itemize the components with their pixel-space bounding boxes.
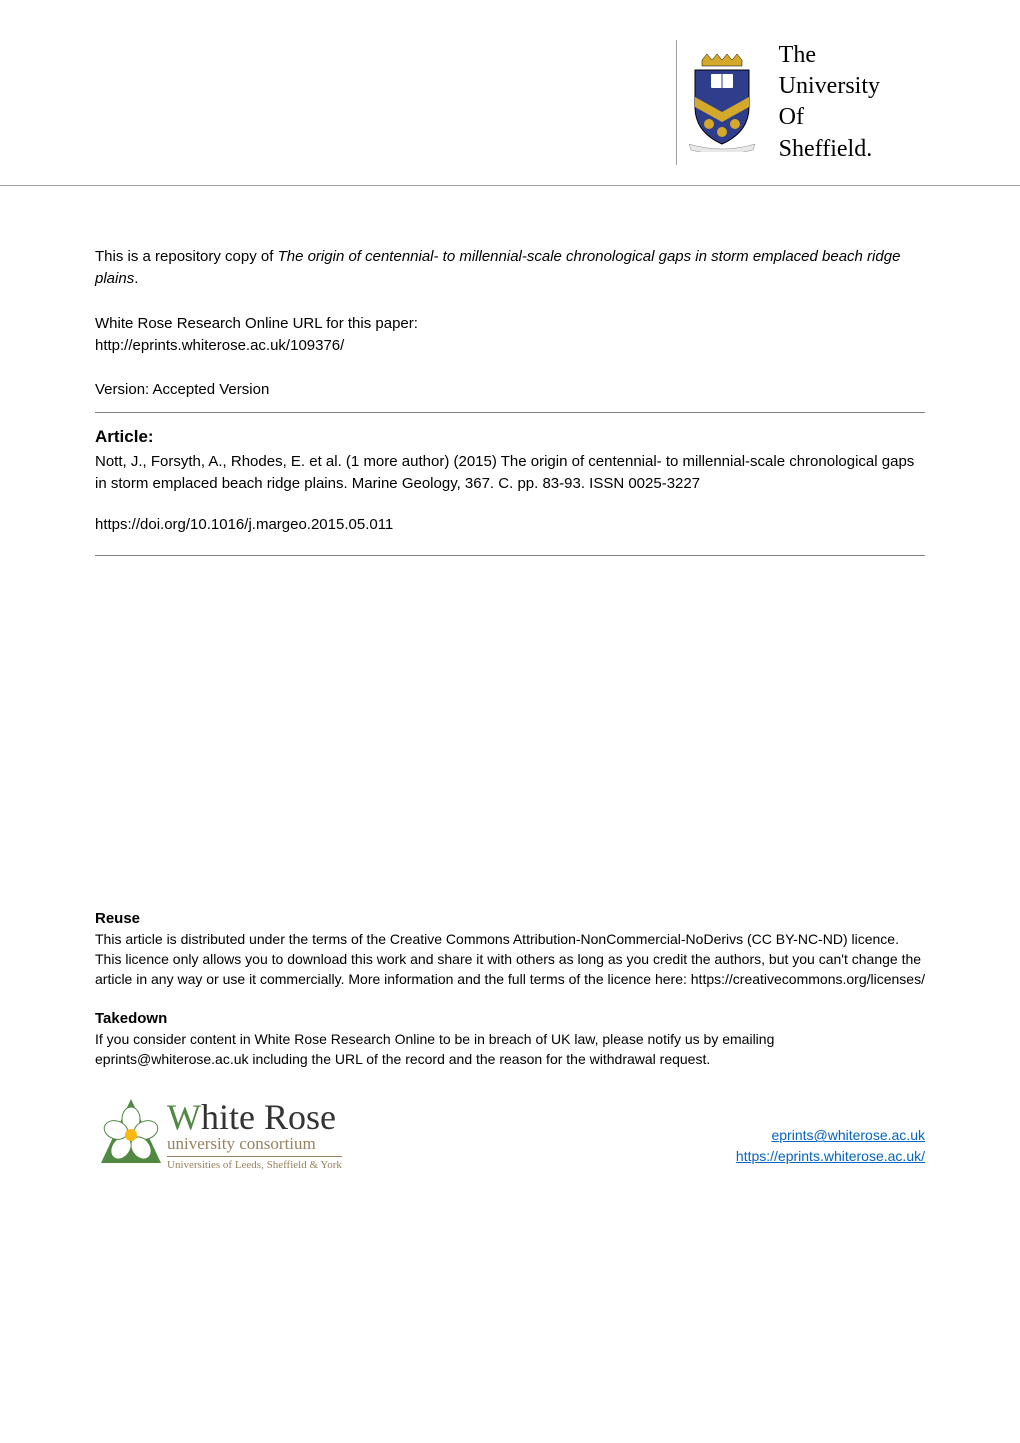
reuse-section: Reuse This article is distributed under …	[95, 910, 925, 990]
version-label: Version: Accepted Version	[95, 381, 925, 398]
whiterose-subtitle: university consortium	[167, 1134, 342, 1154]
university-name-line: Sheffield.	[779, 134, 880, 165]
header-region: The University Of Sheffield.	[0, 0, 1020, 186]
sheffield-crest-icon	[677, 52, 767, 152]
university-name-line: Of	[779, 102, 880, 133]
url-section: White Rose Research Online URL for this …	[95, 313, 925, 357]
reuse-text: This article is distributed under the te…	[95, 929, 925, 990]
takedown-heading: Takedown	[95, 1010, 925, 1027]
doi-link: https://doi.org/10.1016/j.margeo.2015.05…	[95, 516, 925, 533]
reuse-heading: Reuse	[95, 910, 925, 927]
repo-suffix: .	[134, 270, 138, 287]
whiterose-subsubtitle: Universities of Leeds, Sheffield & York	[167, 1156, 342, 1171]
divider	[95, 412, 925, 413]
whiterose-title: White Rose	[167, 1096, 342, 1138]
whiterose-title-accent: W	[167, 1097, 201, 1137]
contact-email-link[interactable]: eprints@whiterose.ac.uk	[771, 1127, 925, 1143]
site-link[interactable]: https://eprints.whiterose.ac.uk/	[736, 1148, 925, 1164]
paper-url: http://eprints.whiterose.ac.uk/109376/	[95, 335, 925, 357]
footer-links: eprints@whiterose.ac.uk https://eprints.…	[736, 1125, 925, 1173]
whiterose-title-rest: hite Rose	[201, 1097, 336, 1137]
divider	[95, 555, 925, 556]
repo-prefix: This is a repository copy of	[95, 248, 278, 265]
university-logo: The University Of Sheffield.	[676, 40, 900, 165]
university-name: The University Of Sheffield.	[779, 40, 900, 165]
footer-region: White Rose university consortium Univers…	[0, 1093, 1020, 1203]
rose-icon	[95, 1093, 167, 1173]
citation-text: Nott, J., Forsyth, A., Rhodes, E. et al.…	[95, 451, 925, 496]
takedown-section: Takedown If you consider content in Whit…	[95, 1010, 925, 1070]
repository-statement: This is a repository copy of The origin …	[95, 246, 925, 290]
takedown-text: If you consider content in White Rose Re…	[95, 1029, 925, 1070]
whiterose-logo: White Rose university consortium Univers…	[95, 1093, 342, 1173]
main-content: This is a repository copy of The origin …	[0, 186, 1020, 1069]
whiterose-text: White Rose university consortium Univers…	[167, 1096, 342, 1171]
university-name-line: University	[779, 71, 880, 102]
article-heading: Article:	[95, 427, 925, 447]
university-name-line: The	[779, 40, 880, 71]
spacer	[95, 570, 925, 910]
url-label: White Rose Research Online URL for this …	[95, 313, 925, 335]
